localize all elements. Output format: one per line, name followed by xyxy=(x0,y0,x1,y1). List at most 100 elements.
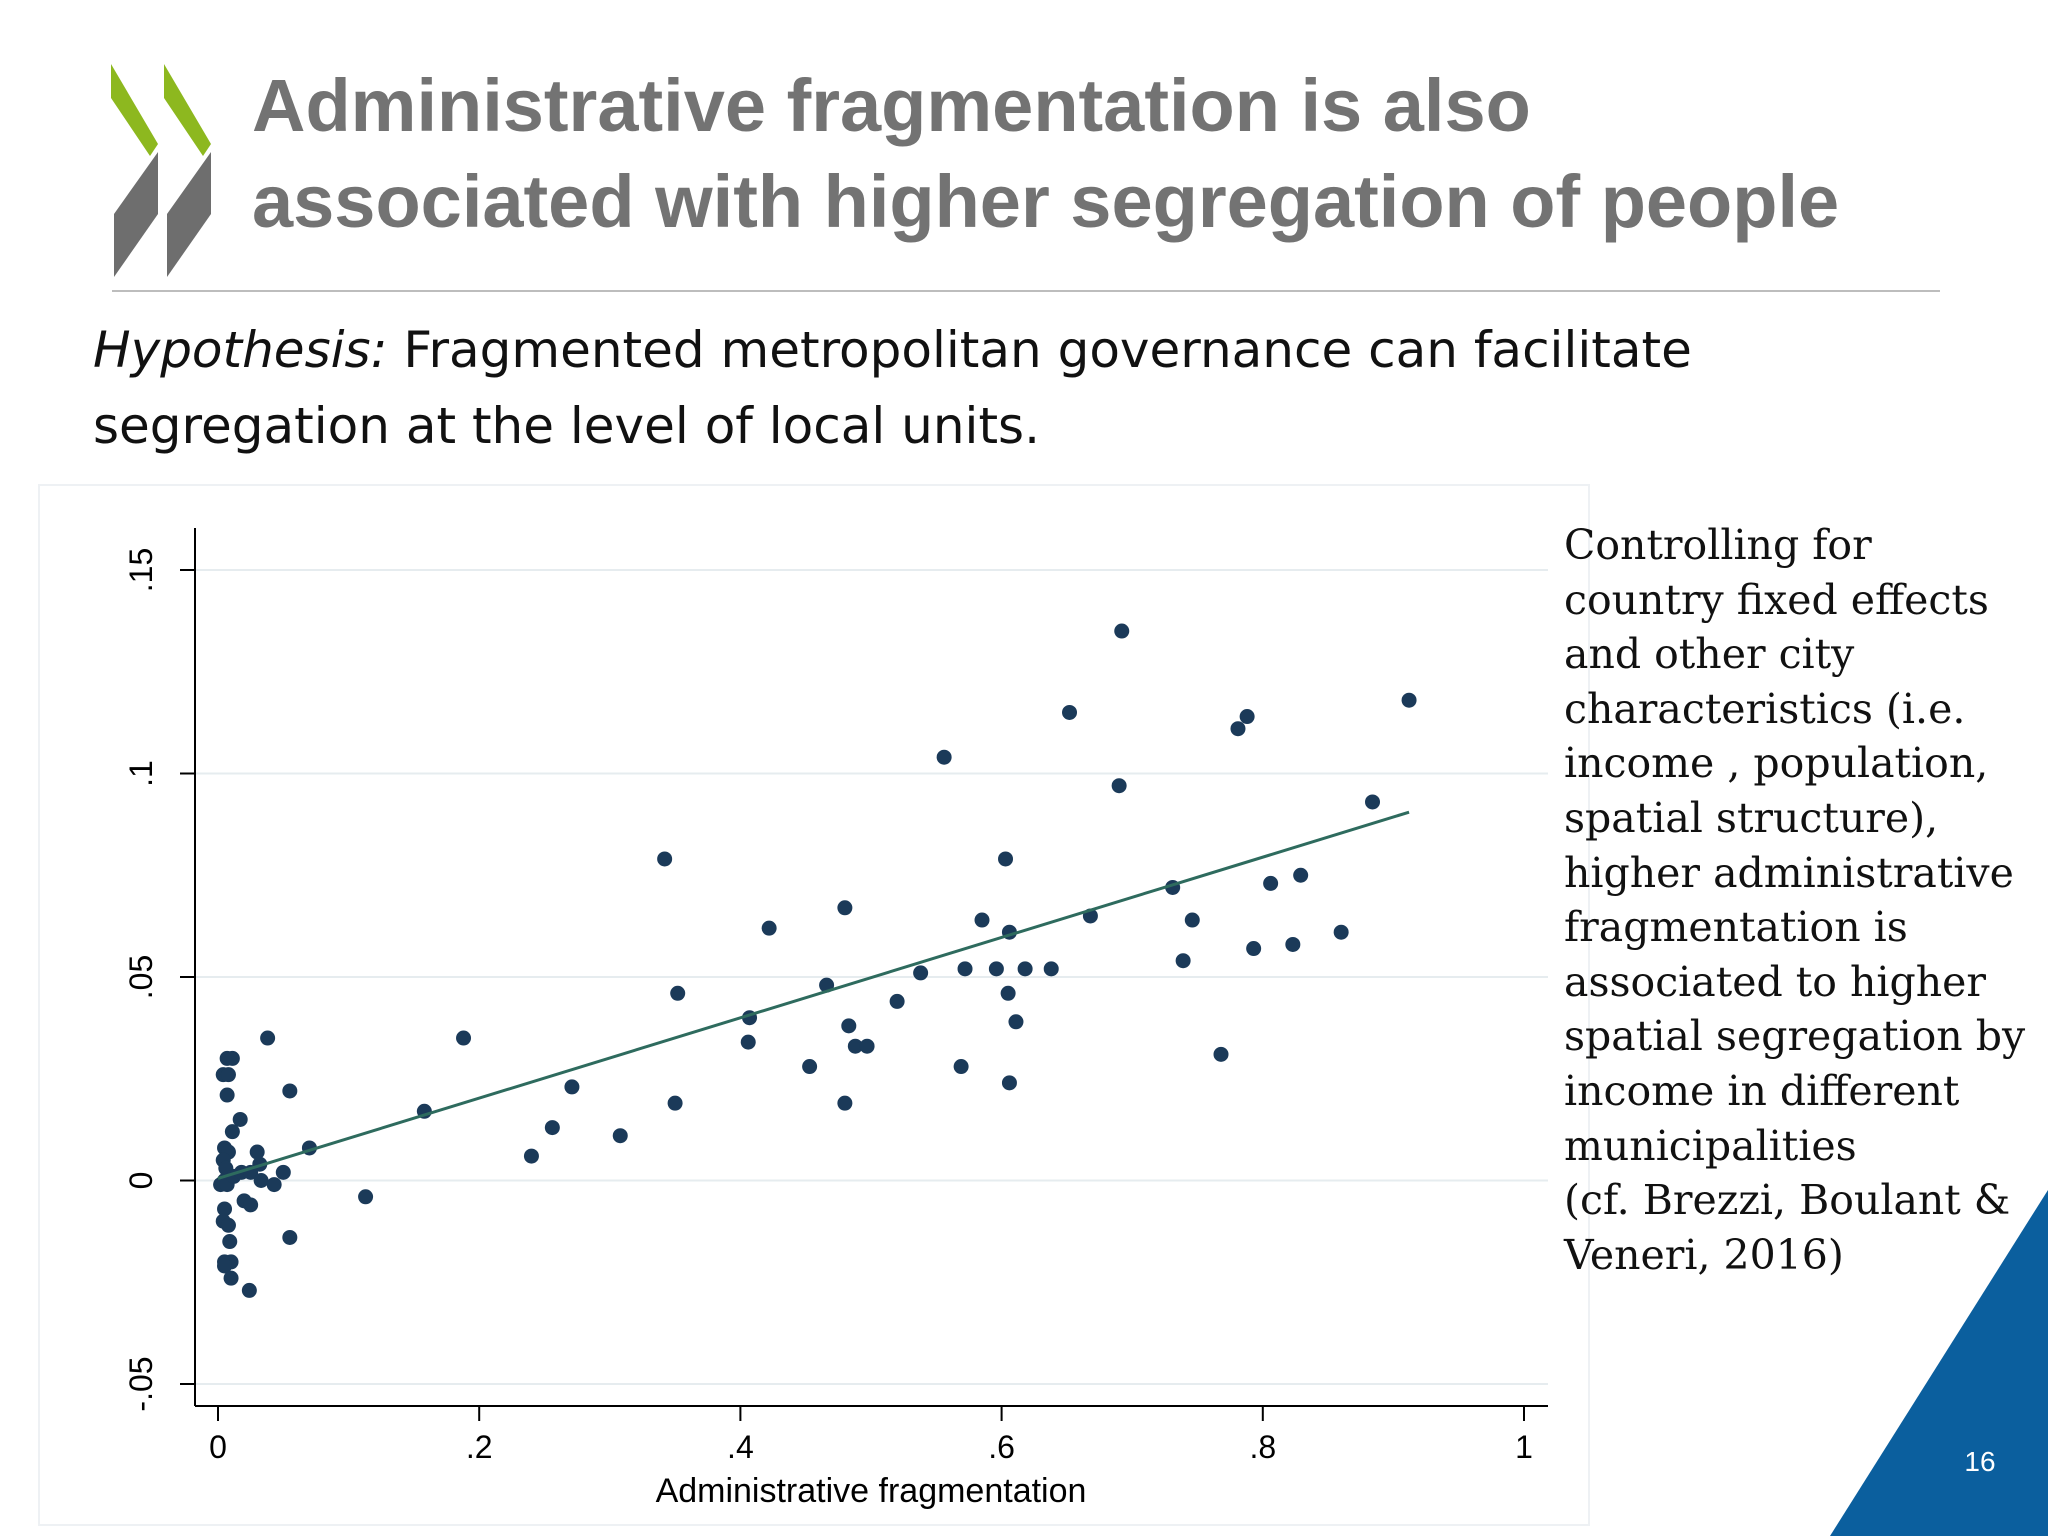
scatter-point xyxy=(1333,924,1349,940)
slide-title-line-2: associated with higher segregation of pe… xyxy=(252,160,1840,243)
fit-line xyxy=(217,810,1410,1180)
side-note-line: spatial segregation by xyxy=(1564,1012,2026,1061)
scatter-point xyxy=(456,1030,472,1046)
scatter-point xyxy=(847,1038,863,1054)
side-note-line: Veneri, 2016) xyxy=(1564,1230,1844,1279)
side-note-line: characteristics (i.e. xyxy=(1564,684,1966,733)
scatter-point xyxy=(266,1177,282,1193)
side-note-line: higher administrative xyxy=(1564,848,2014,897)
scatter-point xyxy=(1062,704,1078,720)
side-note-line: income in different xyxy=(1564,1066,1960,1115)
page-number: 16 xyxy=(1964,1446,1996,1477)
scatter-point xyxy=(358,1189,374,1205)
scatter-point xyxy=(1213,1046,1229,1062)
scatter-point xyxy=(974,912,990,928)
corner-accent-triangle xyxy=(1830,1190,2048,1536)
x-tick-label: .8 xyxy=(1249,1429,1276,1465)
scatter-point xyxy=(859,1038,875,1054)
scatter-point xyxy=(243,1197,259,1213)
scatter-point xyxy=(217,1258,233,1274)
scatter-point xyxy=(837,900,853,916)
scatter-point xyxy=(224,1124,240,1140)
scatter-point xyxy=(523,1148,539,1164)
scatter-point xyxy=(1184,912,1200,928)
scatter-point xyxy=(953,1059,969,1075)
scatter-point xyxy=(957,961,973,977)
scatter-point xyxy=(1175,953,1191,969)
scatter-point xyxy=(282,1229,298,1245)
scatter-point xyxy=(612,1128,628,1144)
scatter-point xyxy=(998,851,1014,867)
scatter-point xyxy=(657,851,673,867)
scatter-point xyxy=(222,1234,238,1250)
scatter-point xyxy=(1263,875,1279,891)
scatter-point xyxy=(670,985,686,1001)
scatter-point xyxy=(1239,709,1255,725)
scatter-point xyxy=(219,1087,235,1103)
scatter-point xyxy=(1114,623,1130,639)
scatter-point xyxy=(1293,867,1309,883)
scatter-point xyxy=(275,1164,291,1180)
side-note-line: income , population, xyxy=(1564,739,1989,788)
scatter-point xyxy=(1285,936,1301,952)
scatter-point xyxy=(1008,1014,1024,1030)
logo-chevron-gray-right xyxy=(167,152,211,277)
plot-area xyxy=(195,528,1588,1406)
scatter-point xyxy=(241,1282,257,1298)
logo-chevron-gray-left xyxy=(114,152,158,277)
scatter-point xyxy=(260,1030,276,1046)
scatter-point xyxy=(249,1144,265,1160)
scatter-point xyxy=(1000,985,1016,1001)
scatter-point xyxy=(740,1034,756,1050)
side-note-line: (cf. Brezzi, Boulant & xyxy=(1564,1176,2011,1225)
scatter-point xyxy=(1230,721,1246,737)
scatter-point xyxy=(1017,961,1033,977)
x-axis-title: Administrative fragmentation xyxy=(656,1472,1087,1510)
scatter-point xyxy=(220,1217,236,1233)
y-tick-label: .1 xyxy=(123,760,159,787)
y-tick-label: .05 xyxy=(123,955,159,999)
y-tick-label: 0 xyxy=(123,1172,159,1190)
side-note-line: and other city xyxy=(1564,630,1855,679)
scatter-point xyxy=(1001,1075,1017,1091)
x-tick-label: 0 xyxy=(209,1429,227,1465)
scatter-point xyxy=(564,1079,580,1095)
scatter-point xyxy=(761,920,777,936)
side-note-line: fragmentation is xyxy=(1564,903,1908,952)
x-tick-label: .6 xyxy=(988,1429,1015,1465)
scatter-point xyxy=(988,961,1004,977)
scatter-point xyxy=(253,1173,269,1188)
side-note-line: Controlling for xyxy=(1564,521,1872,569)
scatter-point xyxy=(837,1095,853,1111)
scatter-point xyxy=(1246,941,1262,957)
title-divider xyxy=(112,290,1940,292)
logo-chevron-green-right xyxy=(164,64,211,156)
x-tick-label: .2 xyxy=(466,1429,493,1465)
oecd-logo xyxy=(111,64,211,277)
scatter-point xyxy=(224,1050,240,1066)
scatter-point xyxy=(282,1083,298,1099)
scatter-point xyxy=(1043,961,1059,977)
slide-title-line-1: Administrative fragmentation is also xyxy=(252,64,1531,147)
scatter-chart-frame: -.05 0 .05 .1 .15 0 .2 .4 .6 .8 1 Administrative fr… xyxy=(38,484,1590,1526)
scatter-point xyxy=(841,1018,857,1034)
scatter-point xyxy=(913,965,929,981)
scatter-point xyxy=(889,993,905,1009)
slide-title: Administrative fragmentation is also ass… xyxy=(252,58,2012,250)
logo-chevron-green-left xyxy=(111,64,158,156)
scatter-point xyxy=(936,749,952,765)
scatter-point xyxy=(667,1095,683,1111)
side-note-line: municipalities xyxy=(1564,1121,1857,1170)
scatter-point xyxy=(544,1120,560,1136)
scatter-point xyxy=(1401,692,1417,708)
scatter-point xyxy=(802,1059,818,1075)
side-note-line: country fixed effects xyxy=(1564,575,1989,624)
x-tick-label: 1 xyxy=(1515,1429,1533,1465)
scatter-point xyxy=(223,1270,239,1286)
scatter-point xyxy=(1365,794,1381,810)
scatter-point xyxy=(232,1111,248,1127)
scatter-chart: -.05 0 .05 .1 .15 0 .2 .4 .6 .8 1 Administrative fr… xyxy=(123,528,1588,1510)
hypothesis-line-1: Fragmented metropolitan governance can f… xyxy=(387,321,1692,379)
x-tick-label: .4 xyxy=(727,1429,754,1465)
hypothesis-line-2: segregation at the level of local units. xyxy=(93,397,1040,455)
